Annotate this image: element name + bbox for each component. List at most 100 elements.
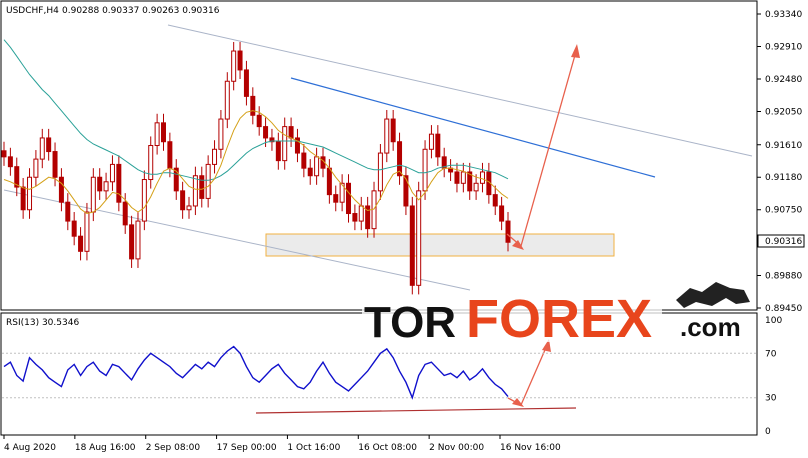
candle [307,167,313,177]
candle [7,156,13,168]
rsi-level-lines [2,352,756,399]
time-tick-label: 1 Oct 16:00 [287,443,340,453]
candle [33,158,39,178]
candle [116,163,122,203]
candle [84,211,90,252]
candle [148,145,154,181]
candle [52,151,58,178]
candle [288,126,294,139]
candle [199,175,205,199]
price-tick-label: 0.93340 [765,10,802,20]
rsi-axis: 100 70 30 0 [765,316,782,437]
price-tick-label: 0.89880 [765,272,802,282]
candle [352,213,358,222]
candle [46,137,52,153]
candle [403,175,409,207]
candle [460,171,466,184]
candle [479,171,485,184]
candle [505,220,511,243]
forecast-arrow-price [506,44,580,250]
candle [97,176,103,192]
rsi-tick-label: 100 [765,316,782,326]
logo-forex: FOREX [466,289,652,349]
candle [346,182,352,215]
price-tick-label: 0.92910 [765,42,802,52]
candle [492,194,498,207]
ma-slow-line [3,39,509,181]
candle [339,182,345,203]
candle [416,190,422,286]
candle [20,186,26,211]
candle [160,122,166,143]
candle [409,205,415,286]
time-axis: 4 Aug 2020 18 Aug 16:00 2 Sep 08:00 17 Sep … [3,435,561,453]
candle [397,141,403,177]
candle [294,137,300,154]
candle [1,150,7,158]
time-tick-label: 4 Aug 2020 [4,443,56,453]
time-tick-label: 2 Nov 00:00 [429,443,484,453]
candle [358,205,364,222]
rsi-tick-label: 70 [765,349,777,359]
candle [237,50,243,71]
candle [224,80,230,120]
rsi-trend-line [255,407,577,414]
candle [384,118,390,154]
candle [122,201,128,226]
candle [301,152,307,169]
candle [256,114,262,128]
header-symbol: USDCHF,H4 [6,6,59,16]
candle [14,166,20,188]
candle [103,181,109,192]
candle [390,118,396,143]
current-price-box [757,234,805,248]
candle [180,190,186,211]
time-tick-label: 16 Nov 16:00 [500,443,561,453]
ma-fast-line [3,110,509,215]
candle [422,148,428,192]
candle [377,152,383,192]
price-axis: 0.93340 0.92910 0.92480 0.92050 0.91610 0.911… [757,10,802,314]
candle [333,194,339,203]
candle [499,205,505,222]
support-zone [265,233,615,257]
candle [205,163,211,199]
candle [269,137,275,143]
candle [326,167,332,196]
candle [282,126,288,162]
candle [263,126,269,139]
candle [109,163,115,183]
candle [435,133,441,158]
candle [167,141,173,169]
logo-dotcom: .com [680,312,741,342]
candle [78,235,84,252]
torforex-logo: TOR FOREX .com [362,282,750,349]
channel-middle-line [290,77,656,178]
candle [27,176,33,211]
candle [250,95,256,116]
candle [365,205,371,230]
candle [243,69,249,97]
channel-lower-line [3,189,471,291]
price-candles [1,41,511,295]
candle [135,220,141,260]
price-tick-label: 0.92050 [765,107,802,117]
price-tick-label: 0.92480 [765,75,802,85]
candle [58,176,64,203]
candle [186,205,192,211]
rsi-line [3,345,509,400]
candle [154,122,160,147]
candle [473,182,479,192]
candle [454,171,460,184]
rsi-tick-label: 30 [765,394,777,404]
candle [39,137,45,160]
price-tick-label: 0.91180 [765,173,802,183]
candle [428,133,434,150]
candle [65,201,71,222]
candle [231,50,237,82]
bull-bear-icon [676,282,750,308]
candle [467,171,473,192]
price-tick-label: 0.90750 [765,206,802,216]
candle [90,176,96,213]
